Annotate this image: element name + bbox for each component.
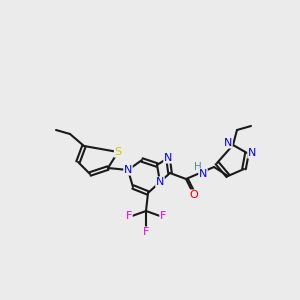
Text: N: N	[156, 177, 164, 187]
Text: N: N	[124, 165, 132, 175]
Text: N: N	[164, 153, 172, 163]
Text: H: H	[194, 162, 202, 172]
Text: N: N	[248, 148, 256, 158]
Text: F: F	[126, 211, 132, 221]
Text: F: F	[160, 211, 166, 221]
Text: O: O	[190, 190, 198, 200]
Text: S: S	[114, 147, 122, 157]
Text: N: N	[224, 138, 232, 148]
Text: N: N	[199, 169, 207, 179]
Text: F: F	[143, 227, 149, 237]
